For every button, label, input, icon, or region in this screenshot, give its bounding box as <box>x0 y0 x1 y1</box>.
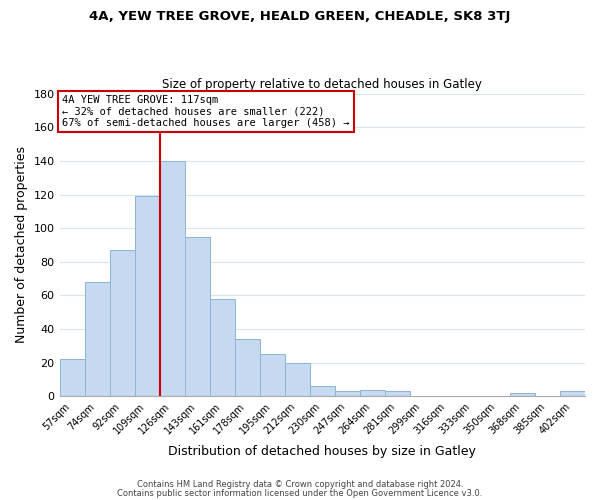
Bar <box>85 282 110 397</box>
Bar <box>510 393 535 396</box>
Title: Size of property relative to detached houses in Gatley: Size of property relative to detached ho… <box>163 78 482 91</box>
X-axis label: Distribution of detached houses by size in Gatley: Distribution of detached houses by size … <box>169 444 476 458</box>
Text: Contains public sector information licensed under the Open Government Licence v3: Contains public sector information licen… <box>118 489 482 498</box>
Bar <box>560 392 585 396</box>
Y-axis label: Number of detached properties: Number of detached properties <box>15 146 28 344</box>
Bar <box>185 236 209 396</box>
Bar <box>209 299 235 396</box>
Bar <box>59 360 85 397</box>
Bar <box>310 386 335 396</box>
Bar <box>385 392 410 396</box>
Bar <box>260 354 285 397</box>
Bar <box>235 339 260 396</box>
Text: 4A YEW TREE GROVE: 117sqm
← 32% of detached houses are smaller (222)
67% of semi: 4A YEW TREE GROVE: 117sqm ← 32% of detac… <box>62 95 350 128</box>
Bar <box>285 362 310 396</box>
Bar <box>110 250 134 396</box>
Bar <box>335 392 360 396</box>
Bar <box>134 196 160 396</box>
Text: 4A, YEW TREE GROVE, HEALD GREEN, CHEADLE, SK8 3TJ: 4A, YEW TREE GROVE, HEALD GREEN, CHEADLE… <box>89 10 511 23</box>
Bar <box>360 390 385 396</box>
Bar <box>160 161 185 396</box>
Text: Contains HM Land Registry data © Crown copyright and database right 2024.: Contains HM Land Registry data © Crown c… <box>137 480 463 489</box>
